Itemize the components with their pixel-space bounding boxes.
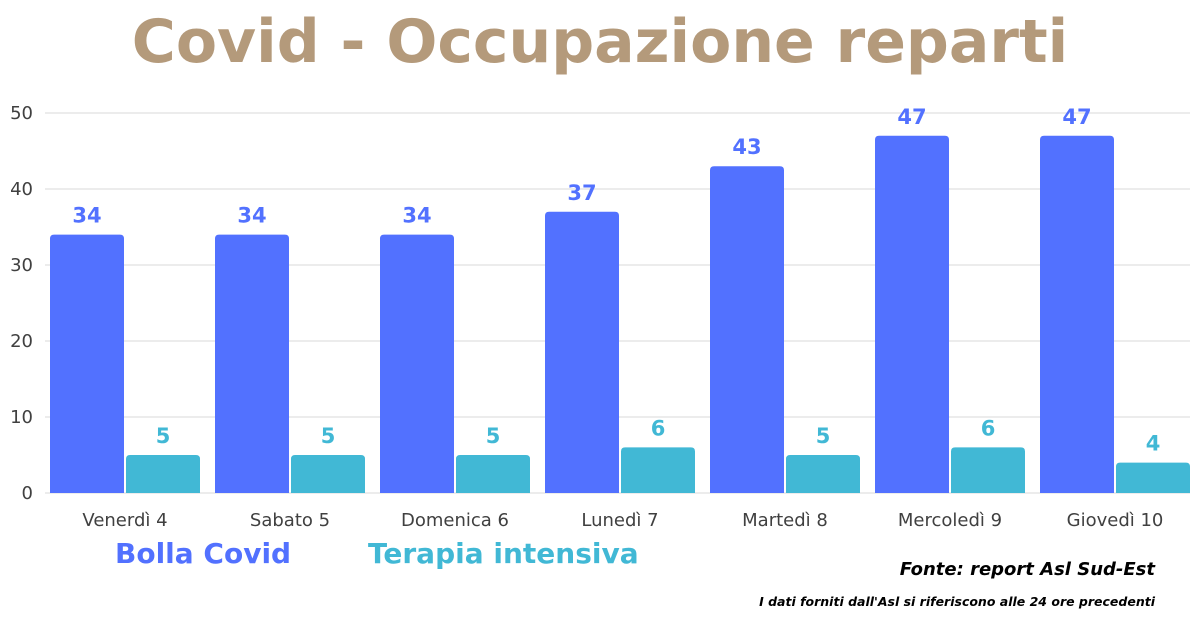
x-category-label: Martedì 8 [742,510,828,531]
y-tick-label: 50 [10,103,33,124]
legend: Bolla Covid Terapia intensiva [115,537,639,570]
data-label: 5 [156,424,171,448]
data-label: 6 [981,416,996,440]
bars [50,135,1190,494]
bar-bolla-covid [545,211,619,494]
bar-terapia-intensiva [1116,462,1190,493]
bar-bolla-covid [50,234,124,493]
bar-terapia-intensiva [126,455,200,493]
data-label: 47 [897,105,926,129]
footnote: I dati forniti dall'Asl si riferiscono a… [759,594,1156,609]
data-label: 5 [486,424,501,448]
data-label: 6 [651,416,666,440]
data-label: 34 [237,204,266,228]
bar-terapia-intensiva [951,447,1025,493]
x-axis-labels: Venerdì 4 Sabato 5 Domenica 6 Lunedì 7 Marte… [82,510,1163,531]
legend-item: Bolla Covid [115,537,291,570]
x-category-label: Venerdì 4 [82,510,167,531]
bar-terapia-intensiva [786,455,860,493]
bar-bolla-covid [710,166,784,493]
chart-title: Covid - Occupazione reparti [132,7,1068,77]
data-labels: 34 5 34 5 34 5 37 6 43 5 47 6 47 4 [72,105,1160,456]
x-category-label: Domenica 6 [401,510,509,531]
bar-bolla-covid [215,234,289,493]
data-label: 5 [321,424,336,448]
source-label: Fonte: report Asl Sud-Est [900,559,1157,580]
data-label: 43 [732,135,761,159]
bar-terapia-intensiva [291,455,365,493]
bar-bolla-covid [380,234,454,493]
x-category-label: Sabato 5 [250,510,330,531]
data-label: 34 [72,204,101,228]
data-label: 34 [402,204,431,228]
data-label: 4 [1146,432,1161,456]
bar-bolla-covid [1040,135,1114,494]
bar-bolla-covid [875,135,949,494]
y-tick-label: 40 [10,179,33,200]
y-tick-label: 0 [22,483,33,504]
x-category-label: Lunedì 7 [581,510,658,531]
data-label: 47 [1062,105,1091,129]
y-tick-label: 10 [10,407,33,428]
bar-terapia-intensiva [621,447,695,493]
data-label: 5 [816,424,831,448]
data-label: 37 [567,181,596,205]
y-tick-label: 20 [10,331,33,352]
y-tick-label: 30 [10,255,33,276]
y-axis-ticks: 0 10 20 30 40 50 [10,103,33,504]
x-category-label: Giovedì 10 [1067,510,1164,531]
bar-terapia-intensiva [456,455,530,493]
x-category-label: Mercoledì 9 [898,510,1002,531]
legend-item: Terapia intensiva [368,537,639,570]
